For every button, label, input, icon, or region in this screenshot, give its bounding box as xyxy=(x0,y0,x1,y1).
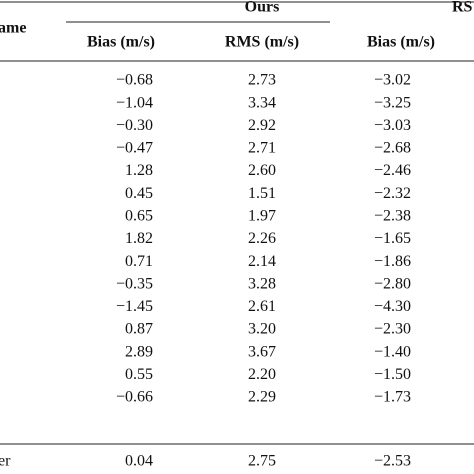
cell: 2.61 xyxy=(248,298,276,315)
cell: −1.73 xyxy=(374,389,411,406)
cell: 2.89 xyxy=(125,343,153,360)
cell: 0.65 xyxy=(125,208,153,225)
cell: 2.20 xyxy=(248,366,276,383)
cell: 0.55 xyxy=(125,366,153,383)
column-header: RMS (m/s) xyxy=(225,34,299,51)
cell: −2.46 xyxy=(374,162,411,179)
group-header: RS xyxy=(452,0,473,16)
cell: 3.34 xyxy=(248,94,276,111)
cell: 0.87 xyxy=(125,321,153,338)
cell: 2.71 xyxy=(248,140,276,157)
cell: 3.20 xyxy=(248,321,276,338)
cell: 1.82 xyxy=(125,230,153,247)
cell: −2.53 xyxy=(374,453,411,470)
group-header: Ours xyxy=(245,0,280,16)
cell: 0.04 xyxy=(125,453,153,470)
cell: −0.68 xyxy=(116,72,153,89)
cell: 2.73 xyxy=(248,72,276,89)
cell: 1.28 xyxy=(125,162,153,179)
column-header: Bias (m/s) xyxy=(367,34,435,51)
cell: 2.92 xyxy=(248,117,276,134)
cell: 2.75 xyxy=(248,453,276,470)
cell: 3.28 xyxy=(248,275,276,292)
cell: −3.03 xyxy=(374,117,411,134)
cell: −2.68 xyxy=(374,140,411,157)
cell: −0.35 xyxy=(116,275,153,292)
cell: −0.30 xyxy=(116,117,153,134)
cell: −1.65 xyxy=(374,230,411,247)
cell: −1.86 xyxy=(374,253,411,270)
cell: 0.71 xyxy=(125,253,153,270)
cell: 2.26 xyxy=(248,230,276,247)
cell: −2.38 xyxy=(374,208,411,225)
cell: −3.02 xyxy=(374,72,411,89)
cell: 3.67 xyxy=(248,343,276,360)
cell: 2.60 xyxy=(248,162,276,179)
cell: −2.30 xyxy=(374,321,411,338)
cell: −1.04 xyxy=(116,94,153,111)
cell: −4.30 xyxy=(374,298,411,315)
cell: −2.80 xyxy=(374,275,411,292)
cell: 0.45 xyxy=(125,185,153,202)
cell: −2.32 xyxy=(374,185,411,202)
row-label: er xyxy=(0,453,11,470)
column-header: Bias (m/s) xyxy=(87,34,155,51)
cell: −1.50 xyxy=(374,366,411,383)
name-header: ame xyxy=(0,20,26,37)
cell: 1.51 xyxy=(248,185,276,202)
cell: −0.47 xyxy=(116,140,153,157)
cell: −1.45 xyxy=(116,298,153,315)
cell: −1.40 xyxy=(374,343,411,360)
cell: −0.66 xyxy=(116,389,153,406)
cell: 2.29 xyxy=(248,389,276,406)
cell: 2.14 xyxy=(248,253,276,270)
cell: −3.25 xyxy=(374,94,411,111)
cell: 1.97 xyxy=(248,208,276,225)
